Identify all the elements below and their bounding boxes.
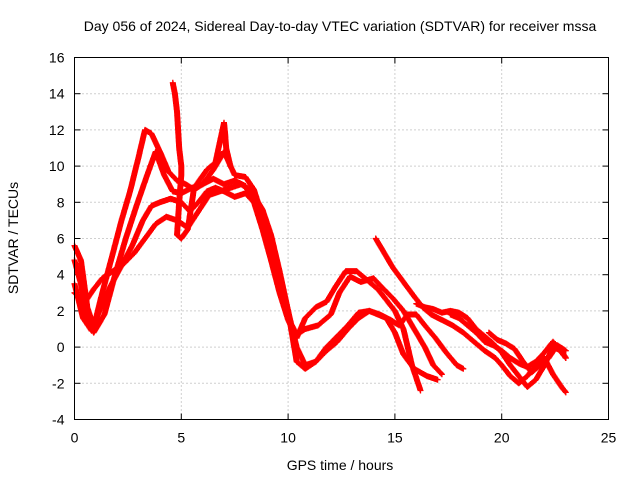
plus-markers (169, 79, 234, 242)
y-tick-label: 10 (49, 158, 65, 174)
y-tick-label: 8 (57, 194, 65, 210)
x-axis-label: GPS time / hours (287, 457, 394, 473)
ticks: 0 5 10 15 20 25 -4 -2 0 2 4 6 8 10 12 14 16 (49, 50, 617, 446)
x-tick-label: 15 (387, 430, 403, 446)
plus-markers (485, 329, 569, 376)
chart-title: Day 056 of 2024, Sidereal Day-to-day VTE… (84, 18, 597, 34)
x-tick-label: 0 (71, 430, 79, 446)
y-tick-label: 12 (49, 122, 65, 138)
x-tick-label: 20 (494, 430, 510, 446)
series-track-7 (447, 311, 569, 370)
y-tick-label: -4 (52, 412, 65, 428)
x-tick-label: 10 (280, 430, 296, 446)
series-track-5 (372, 235, 569, 396)
series-spikes (169, 79, 234, 242)
plot-frame (74, 57, 609, 420)
y-tick-label: 2 (57, 303, 65, 319)
y-tick-label: 0 (57, 339, 65, 355)
y-tick-label: 16 (49, 50, 65, 66)
y-tick-label: 6 (57, 231, 65, 247)
y-tick-label: 4 (57, 267, 65, 283)
y-tick-label: -2 (52, 375, 65, 391)
x-tick-label: 25 (601, 430, 617, 446)
x-tick-label: 5 (177, 430, 185, 446)
y-tick-label: 14 (49, 86, 65, 102)
plus-markers (447, 311, 569, 370)
data-marks (71, 79, 569, 396)
plus-markers (372, 235, 569, 396)
series-track-8 (485, 329, 569, 376)
y-axis-label: SDTVAR / TECUs (5, 182, 21, 294)
